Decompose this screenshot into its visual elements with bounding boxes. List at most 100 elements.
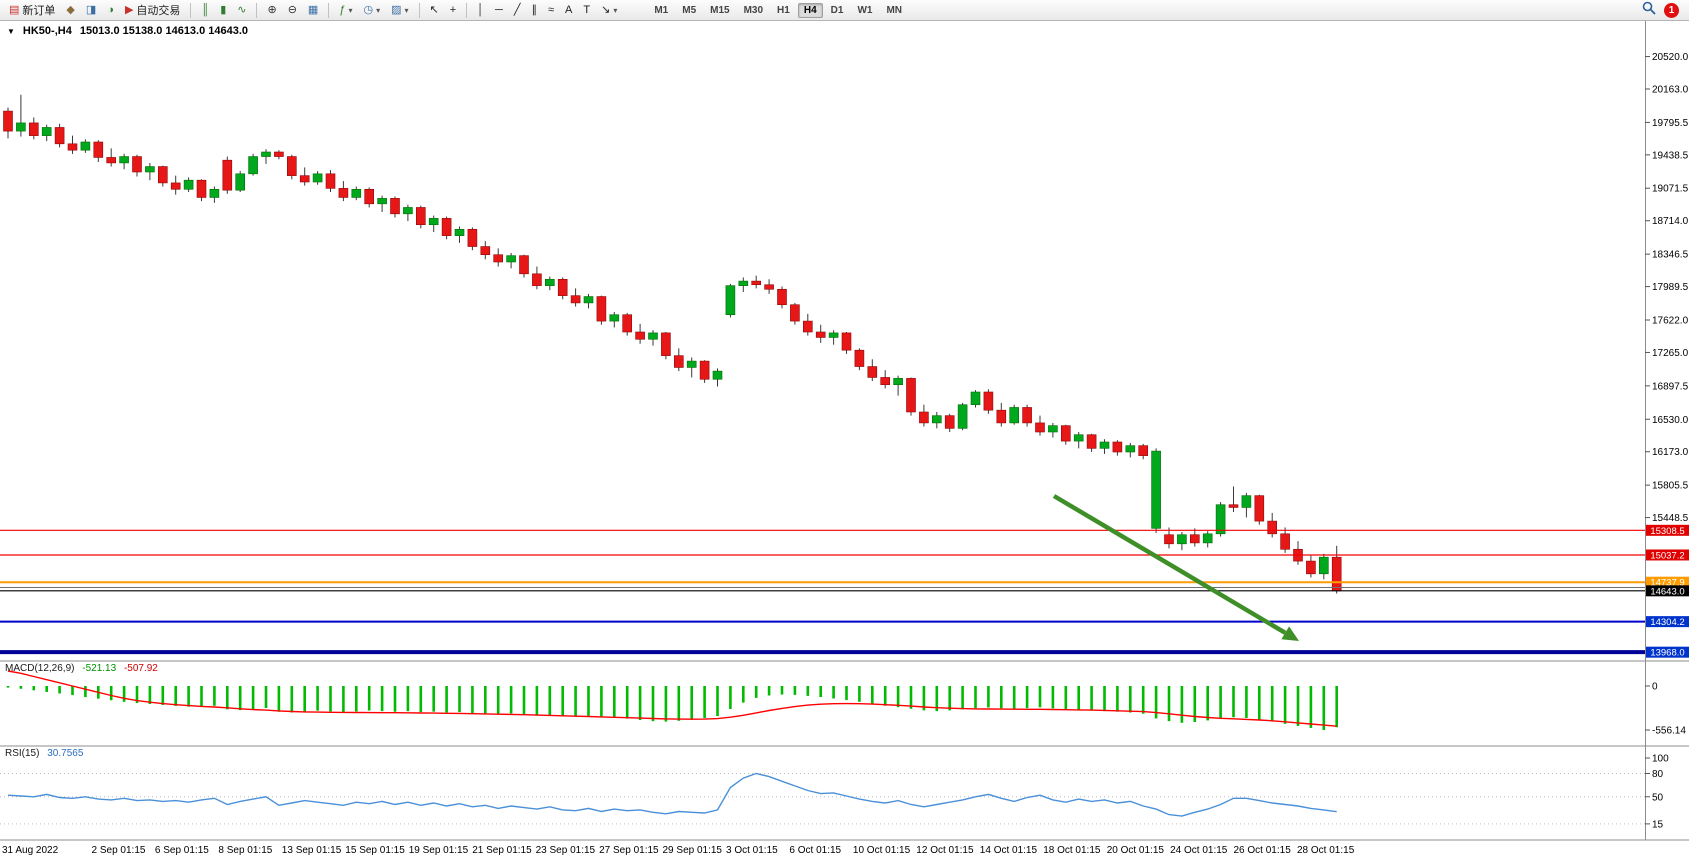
horizontal-line-button[interactable]: ─ (490, 1, 508, 20)
fibonacci-button[interactable]: ≈ (543, 1, 559, 20)
timeframe-mn-button[interactable]: MN (886, 4, 902, 16)
macd-label: MACD(12,26,9) -521.13 -507.92 (5, 663, 158, 674)
trend-arrow-annotation[interactable] (1052, 494, 1299, 641)
svg-text:80: 80 (1652, 769, 1664, 780)
line-chart-icon: ∿ (237, 3, 247, 16)
price-tag: 13968.0 (1646, 646, 1689, 659)
crosshair-button[interactable]: + (445, 1, 461, 20)
periods-button[interactable]: ◷ ▾ (358, 1, 385, 20)
autotrading-button[interactable]: ▶ 自动交易 (120, 1, 185, 20)
svg-text:6 Oct 01:15: 6 Oct 01:15 (789, 845, 841, 856)
timeframe-m1-button[interactable]: M1 (654, 4, 669, 16)
svg-text:13968.0: 13968.0 (1650, 648, 1684, 659)
fibonacci-icon: ≈ (547, 3, 555, 16)
arrows-button[interactable]: ↘ ▾ (596, 1, 622, 20)
trendline-button[interactable]: ╱ (509, 1, 526, 20)
timeframe-h4-button[interactable]: H4 (797, 2, 823, 18)
autotrading-icon: ▶ (124, 3, 134, 16)
toolbar-separator (466, 2, 468, 18)
svg-text:17622.0: 17622.0 (1652, 316, 1689, 327)
svg-text:19071.5: 19071.5 (1652, 184, 1689, 195)
svg-text:0: 0 (1652, 682, 1658, 693)
templates-icon: ▨ (391, 3, 402, 16)
timeframe-h1-button[interactable]: H1 (777, 4, 790, 16)
chevron-down-icon: ▾ (404, 5, 409, 15)
price-tag: 14643.0 (1646, 585, 1689, 597)
vertical-line-button[interactable]: │ (472, 1, 489, 20)
expert-advisors-button[interactable]: ◆ (61, 1, 79, 20)
cursor-button[interactable]: ↖ (425, 1, 444, 20)
rsi-label: RSI(15) 30.7565 (5, 748, 83, 759)
collapse-triangle-icon[interactable]: ▼ (7, 26, 15, 36)
toolbar-buttons: ▤ 新订单 ◆ ◨ ◑ ▶ 自动交易 ║ ▮ ∿ ⊕ ⊖ ▦ ƒ ▾ ◷ ▾ ▨ ▾ ↖ + │ ─ ╱ ∥ ≈ A T ↘ ▾ (4, 0, 622, 20)
zoom-in-button[interactable]: ⊕ (262, 1, 281, 20)
svg-text:15805.5: 15805.5 (1652, 481, 1689, 492)
text-icon: A (565, 3, 573, 16)
timeframe-m5-button[interactable]: M5 (682, 4, 697, 16)
svg-text:15 Sep 01:15: 15 Sep 01:15 (345, 845, 405, 856)
svg-text:15448.5: 15448.5 (1652, 513, 1689, 524)
zoom-in-icon: ⊕ (267, 3, 277, 16)
svg-text:24 Oct 01:15: 24 Oct 01:15 (1170, 845, 1228, 856)
svg-text:21 Sep 01:15: 21 Sep 01:15 (472, 845, 532, 856)
svg-text:19 Sep 01:15: 19 Sep 01:15 (409, 845, 469, 856)
svg-text:50: 50 (1652, 792, 1664, 803)
svg-text:23 Sep 01:15: 23 Sep 01:15 (536, 845, 596, 856)
svg-text:20520.0: 20520.0 (1652, 52, 1689, 63)
svg-text:15037.2: 15037.2 (1650, 550, 1684, 561)
indicators-button[interactable]: ƒ ▾ (334, 1, 357, 20)
svg-text:19795.5: 19795.5 (1652, 118, 1689, 129)
chevron-down-icon: ▾ (376, 5, 381, 15)
data-window-button[interactable]: ◑ (102, 1, 119, 20)
candlestick-chart-icon: ▮ (220, 3, 227, 16)
cursor-icon: ↖ (429, 3, 439, 16)
tile-windows-icon: ▦ (307, 3, 319, 16)
timeframe-m30-button[interactable]: M30 (743, 4, 764, 16)
chevron-down-icon: ▾ (613, 5, 618, 15)
zoom-out-icon: ⊖ (287, 3, 297, 16)
equidistant-channel-button[interactable]: ∥ (526, 1, 542, 20)
search-icon[interactable] (1642, 1, 1656, 20)
macd-signal-value: -507.92 (123, 663, 158, 674)
svg-text:18346.5: 18346.5 (1652, 250, 1689, 261)
equidistant-channel-icon: ∥ (531, 3, 537, 16)
svg-text:12 Oct 01:15: 12 Oct 01:15 (916, 845, 974, 856)
chart-header: ▼ HK50-,H4 15013.0 15138.0 14613.0 14643… (7, 25, 248, 37)
line-chart-button[interactable]: ∿ (232, 1, 251, 20)
svg-text:26 Oct 01:15: 26 Oct 01:15 (1234, 845, 1292, 856)
notification-badge[interactable]: 1 (1664, 2, 1679, 18)
periods-icon: ◷ (363, 3, 374, 16)
candlestick-series (3, 94, 1342, 594)
macd-value: -521.13 (82, 663, 117, 674)
svg-text:14643.0: 14643.0 (1650, 586, 1684, 597)
svg-text:8 Sep 01:15: 8 Sep 01:15 (218, 845, 272, 856)
toolbar-separator (418, 2, 420, 18)
svg-text:28 Oct 01:15: 28 Oct 01:15 (1297, 845, 1355, 856)
timeframe-group: M1 M5 M15 M30 H1 H4 D1 W1 MN (648, 0, 908, 20)
new-order-button[interactable]: ▤ 新订单 (4, 1, 60, 20)
time-axis: 31 Aug 2022 2 Sep 01:15 6 Sep 01:15 8 Sep 0… (2, 845, 1355, 856)
chart-background (0, 21, 1689, 859)
expert-advisors-icon: ◆ (66, 3, 75, 16)
timeframe-d1-button[interactable]: D1 (830, 4, 844, 16)
svg-text:18 Oct 01:15: 18 Oct 01:15 (1043, 845, 1101, 856)
svg-text:18714.0: 18714.0 (1652, 216, 1689, 227)
svg-text:16173.0: 16173.0 (1652, 447, 1689, 458)
templates-button[interactable]: ▨ ▾ (386, 1, 413, 20)
svg-text:20 Oct 01:15: 20 Oct 01:15 (1107, 845, 1165, 856)
timeframe-w1-button[interactable]: W1 (857, 4, 873, 16)
text-button[interactable]: A (560, 1, 577, 20)
timeframe-m15-button[interactable]: M15 (710, 4, 730, 16)
text-label-button[interactable]: T (578, 1, 595, 20)
new-order-icon: ▤ (9, 3, 20, 16)
toolbar-separator (190, 2, 192, 18)
svg-text:15: 15 (1652, 819, 1664, 830)
profiles-button[interactable]: ◨ (81, 1, 101, 20)
svg-text:27 Sep 01:15: 27 Sep 01:15 (599, 845, 659, 856)
tile-windows-button[interactable]: ▦ (303, 1, 323, 20)
zoom-out-button[interactable]: ⊖ (283, 1, 302, 20)
bars-chart-button[interactable]: ║ (196, 1, 214, 20)
candlestick-chart-button[interactable]: ▮ (215, 1, 231, 20)
